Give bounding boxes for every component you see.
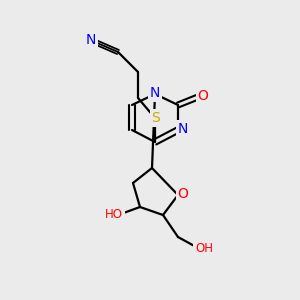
Text: O: O — [178, 187, 188, 201]
Text: O: O — [198, 89, 208, 103]
Text: N: N — [150, 86, 160, 100]
Text: HO: HO — [105, 208, 123, 221]
Text: N: N — [178, 122, 188, 136]
Text: OH: OH — [195, 242, 213, 256]
Text: S: S — [152, 111, 160, 125]
Text: N: N — [86, 33, 96, 47]
